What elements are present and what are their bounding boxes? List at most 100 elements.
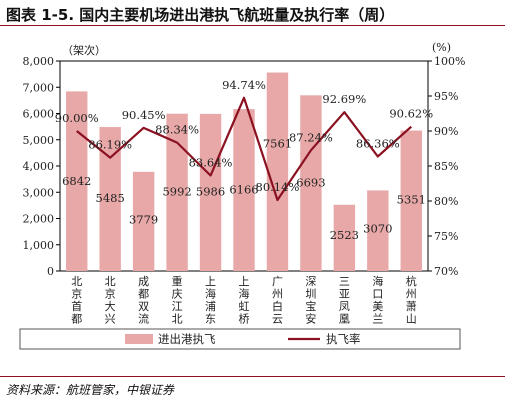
bar-9 xyxy=(333,204,356,271)
category-label-4: 江 xyxy=(172,300,183,313)
bar-value-label: 3070 xyxy=(363,221,392,235)
category-label-3: 流 xyxy=(138,312,149,326)
bar-value-label: 6693 xyxy=(296,176,325,190)
category-label-8: 圳 xyxy=(305,288,316,301)
rate-label: 83.64% xyxy=(189,156,233,170)
right-tick-label: 80% xyxy=(434,195,458,208)
right-axis-unit: (%) xyxy=(432,41,451,54)
bar-value-label: 2523 xyxy=(330,228,359,242)
rate-label: 92.69% xyxy=(322,92,366,106)
footer-rule xyxy=(0,376,505,377)
rate-label: 90.45% xyxy=(122,108,166,122)
bar-value-label: 5986 xyxy=(196,185,225,199)
category-label-5: 东 xyxy=(205,313,216,326)
left-tick-label: 2,000 xyxy=(23,213,55,226)
category-label-5: 上 xyxy=(205,275,216,288)
left-tick-label: 1,000 xyxy=(23,239,55,252)
source-note: 资料来源：航班管家，中银证券 xyxy=(6,383,175,397)
rate-label: 80.14% xyxy=(256,180,300,194)
category-label-7: 州 xyxy=(272,288,283,301)
category-label-2: 京 xyxy=(105,287,116,301)
bar-7 xyxy=(266,72,289,272)
category-label-2: 兴 xyxy=(105,313,116,326)
bar-value-label: 5351 xyxy=(397,193,426,207)
right-tick-label: 90% xyxy=(434,125,458,138)
category-label-6: 海 xyxy=(239,287,250,301)
bar-6 xyxy=(233,109,255,271)
rate-line xyxy=(76,96,413,202)
category-label-9: 凤 xyxy=(339,300,350,313)
category-label-6: 虹 xyxy=(239,300,250,313)
rate-label: 94.74% xyxy=(222,78,266,92)
category-label-4: 北 xyxy=(172,313,183,326)
category-label-2: 大 xyxy=(105,299,116,313)
category-label-5: 浦 xyxy=(205,300,216,313)
category-label-11: 山 xyxy=(406,313,417,326)
right-tick-label: 75% xyxy=(434,230,458,243)
bar-4 xyxy=(166,113,188,272)
category-label-1: 京 xyxy=(71,287,82,301)
bar-3 xyxy=(132,171,155,271)
bar-11 xyxy=(400,130,422,271)
legend-swatch-bars xyxy=(125,334,153,344)
rate-label: 90.00% xyxy=(55,111,99,125)
legend-box xyxy=(19,328,461,350)
category-label-3: 都 xyxy=(138,288,149,301)
category-label-9: 三 xyxy=(339,275,350,288)
left-axis-unit: （架次） xyxy=(62,43,106,57)
bar-value-label: 5485 xyxy=(96,191,125,205)
category-label-8: 深 xyxy=(305,275,316,288)
title-rule xyxy=(0,25,505,26)
legend-label-line: 执飞率 xyxy=(326,332,361,346)
category-label-10: 美 xyxy=(372,300,383,313)
rate-label: 86.19% xyxy=(88,138,132,152)
right-tick-label: 100% xyxy=(434,55,465,68)
category-label-7: 云 xyxy=(272,313,283,326)
category-label-10: 口 xyxy=(372,288,383,301)
category-label-8: 安 xyxy=(305,312,316,326)
category-label-11: 萧 xyxy=(406,300,417,313)
category-label-10: 海 xyxy=(372,274,383,288)
category-label-1: 北 xyxy=(71,275,82,288)
category-label-5: 海 xyxy=(205,287,216,301)
bar-5 xyxy=(199,113,222,272)
bar-value-label: 3779 xyxy=(129,212,158,226)
category-label-4: 庆 xyxy=(172,287,183,301)
rate-label: 88.34% xyxy=(155,123,199,137)
category-label-7: 白 xyxy=(272,299,283,313)
right-tick-label: 70% xyxy=(434,265,458,278)
bar-10 xyxy=(367,190,389,271)
category-label-11: 杭 xyxy=(406,274,417,288)
category-label-9: 亚 xyxy=(339,288,350,301)
right-tick-label: 95% xyxy=(434,90,458,103)
left-tick-label: 3,000 xyxy=(23,186,55,199)
right-tick-label: 85% xyxy=(434,160,458,173)
left-tick-label: 8,000 xyxy=(23,55,55,68)
category-label-3: 成 xyxy=(138,275,149,288)
category-label-1: 首 xyxy=(71,299,82,313)
figure-title: 图表 1-5. 国内主要机场进出港执飞航班量及执行率（周） xyxy=(6,6,395,24)
left-tick-label: 0 xyxy=(47,265,54,278)
left-tick-label: 5,000 xyxy=(23,134,55,147)
category-label-1: 都 xyxy=(71,313,82,326)
bar-value-label: 7561 xyxy=(263,137,292,151)
category-label-2: 北 xyxy=(105,275,116,288)
category-label-10: 兰 xyxy=(372,313,383,326)
category-label-11: 州 xyxy=(406,288,417,301)
category-label-9: 凰 xyxy=(339,313,350,326)
rate-label: 90.62% xyxy=(389,107,433,121)
category-label-8: 宝 xyxy=(305,299,316,313)
bar-8 xyxy=(300,95,322,271)
legend-label-bars: 进出港执飞 xyxy=(158,332,216,346)
rate-label: 87.24% xyxy=(289,130,333,144)
bar-value-label: 5992 xyxy=(162,185,191,199)
bar-value-label: 6166 xyxy=(229,182,258,196)
bar-value-label: 6842 xyxy=(62,174,91,188)
left-tick-label: 7,000 xyxy=(23,81,55,94)
category-label-4: 重 xyxy=(172,274,183,288)
category-label-7: 广 xyxy=(272,275,283,288)
left-tick-label: 4,000 xyxy=(23,160,55,173)
category-label-6: 桥 xyxy=(239,313,250,326)
category-label-6: 上 xyxy=(239,275,250,288)
